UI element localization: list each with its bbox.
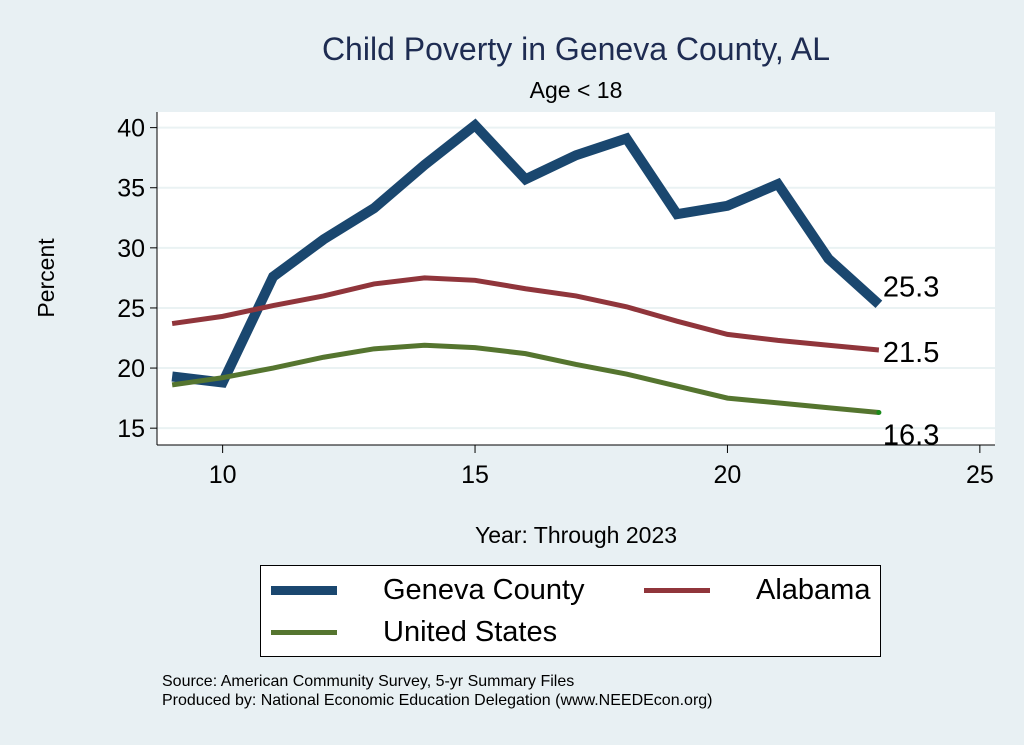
plot-area [157,112,995,445]
series-line-alabama [171,275,880,353]
produced-by-line: Produced by: National Economic Education… [162,692,713,709]
axes: 15 20 25 30 35 40 10 15 20 25 [117,112,995,489]
y-tick-label: 15 [117,415,145,443]
x-tick-label: 10 [209,461,237,489]
x-tick-label: 15 [461,461,489,489]
legend-swatch-us [271,630,337,635]
legend-item-geneva: Geneva County [271,574,585,607]
legend-label: Geneva County [383,574,585,606]
end-label: 25.3 [883,271,939,303]
y-tick-label: 20 [117,355,145,383]
source-line: Source: American Community Survey, 5-yr … [162,673,575,690]
x-axis-label: Year: Through 2023 [475,522,677,548]
end-label: 21.5 [883,337,939,369]
legend: Geneva County Alabama United States [260,565,881,657]
y-tick-label: 40 [117,115,145,143]
chart-title: Child Poverty in Geneva County, AL [322,31,830,67]
gridlines [157,126,995,430]
y-tick-label: 30 [117,235,145,263]
series-line-geneva-county [171,118,883,388]
legend-swatch-geneva [271,586,337,595]
source-note: Source: American Community Survey, 5-yr … [162,672,713,710]
series-group [171,118,883,416]
chart-subtitle: Age < 18 [530,77,623,103]
end-label: 16.3 [883,420,939,452]
series-line-united-states [171,342,880,416]
y-axis-label: Percent [33,238,59,318]
legend-item-alabama: Alabama [644,574,870,607]
y-tick-label: 35 [117,175,145,203]
legend-label: United States [383,616,558,648]
x-tick-label: 25 [966,461,994,489]
line-chart: Child Poverty in Geneva County, AL Age <… [33,31,995,548]
legend-label: Alabama [756,574,871,606]
legend-item-us: United States [271,616,557,649]
legend-swatch-alabama [644,588,710,593]
y-tick-label: 25 [117,295,145,323]
x-tick-label: 20 [714,461,742,489]
end-labels: 25.3 21.5 16.3 [883,271,939,451]
end-marker [876,410,882,416]
